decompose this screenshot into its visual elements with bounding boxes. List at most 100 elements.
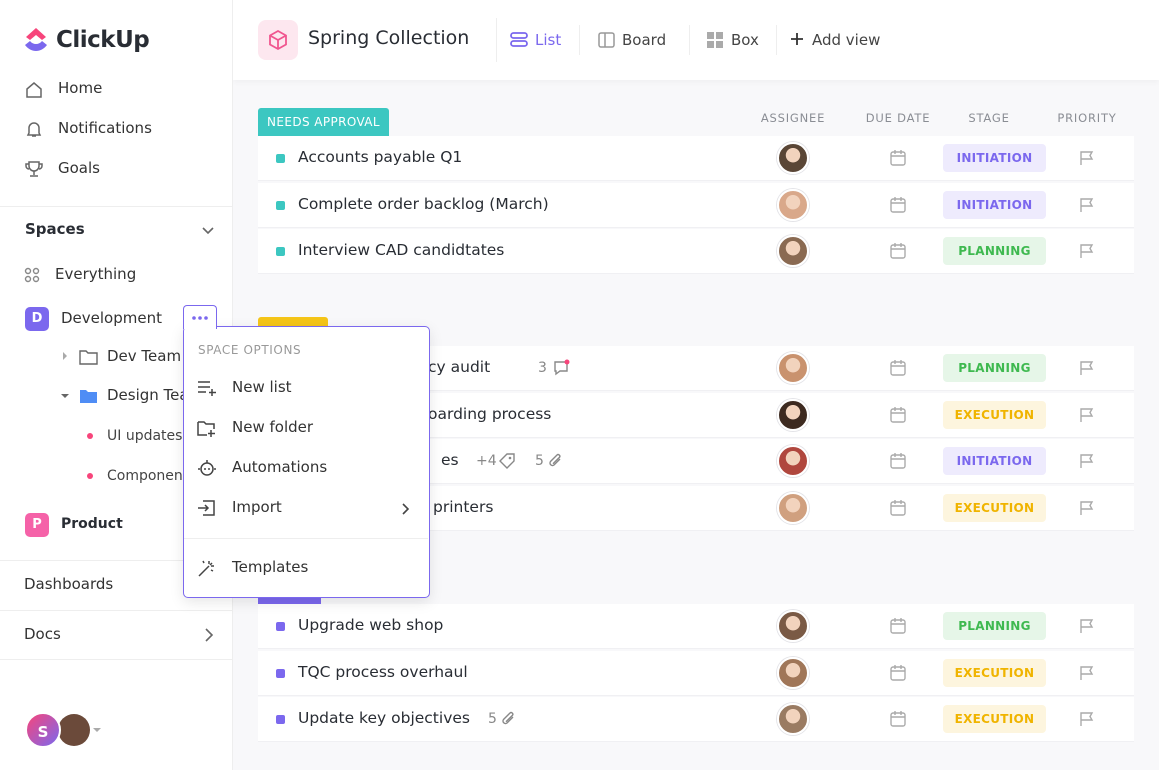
nav-item[interactable]: Dashboards: [24, 575, 114, 593]
nav-item[interactable]: Docs: [24, 625, 61, 643]
task-name: cy audit: [428, 358, 491, 376]
task-row[interactable]: Complete order backlog (March) INITIATION: [258, 182, 1134, 228]
list-item[interactable]: Components: [107, 468, 196, 484]
stage-badge[interactable]: PLANNING: [943, 354, 1046, 382]
icon: [889, 149, 907, 171]
stage-badge[interactable]: EXECUTION: [943, 705, 1046, 733]
folder-item[interactable]: Dev Team: [107, 347, 182, 365]
space-avatar: P: [25, 513, 49, 537]
icon: [552, 359, 570, 381]
icon: [889, 406, 907, 428]
list-item[interactable]: UI updates: [107, 428, 183, 444]
status-dot: [276, 200, 285, 210]
menu-item[interactable]: Automations: [232, 458, 328, 476]
icon: [889, 710, 907, 732]
task-name: TQC process overhaul: [298, 662, 468, 681]
icon: [889, 617, 907, 639]
icon: [889, 452, 907, 474]
space-item[interactable]: Development: [61, 309, 162, 327]
task-name: Complete order backlog (March): [298, 194, 549, 213]
assignee-avatar: [777, 188, 809, 221]
assignee-avatar: [777, 445, 809, 477]
task-name: Accounts payable Q1: [298, 148, 463, 166]
view-tab[interactable]: List: [535, 31, 562, 49]
space-item[interactable]: Product: [61, 516, 123, 532]
task-row[interactable]: Interview CAD candidtates PLANNING: [258, 229, 1134, 274]
icon: [501, 710, 517, 732]
stage-badge[interactable]: INITIATION: [943, 447, 1046, 475]
view-tab[interactable]: Board: [622, 31, 667, 49]
nav-item[interactable]: Goals: [58, 159, 100, 177]
status-dot: [276, 715, 285, 724]
stage-badge[interactable]: PLANNING: [943, 612, 1046, 640]
assignee-avatar: [777, 142, 809, 174]
icon: [889, 499, 907, 521]
more-button[interactable]: [183, 305, 217, 329]
assignee-avatar: [777, 398, 809, 431]
menu-item[interactable]: Templates: [232, 558, 309, 576]
icon: [1078, 359, 1096, 381]
assignee-avatar: [777, 610, 809, 642]
assignee-avatar: [777, 491, 809, 524]
icon: [889, 664, 907, 686]
column-header: PRIORITY: [1057, 111, 1117, 125]
menu-item[interactable]: New folder: [232, 418, 314, 436]
space-item[interactable]: Everything: [55, 265, 137, 283]
nav-item[interactable]: Notifications: [58, 119, 152, 137]
icon: [1078, 617, 1096, 639]
attachment-count: 5: [535, 453, 544, 469]
icon: [889, 359, 907, 381]
assignee-avatar: [777, 235, 809, 267]
icon: [1078, 196, 1096, 218]
task-row[interactable]: Update key objectives 5 EXECUTION: [258, 697, 1134, 742]
user-avatar[interactable]: S: [25, 712, 61, 748]
stage-badge[interactable]: EXECUTION: [943, 493, 1046, 522]
status-dot: [276, 668, 285, 678]
icon: [889, 242, 907, 264]
task-name: printers: [433, 497, 494, 516]
nav-item[interactable]: Home: [58, 79, 103, 97]
task-row[interactable]: Upgrade web shop PLANNING: [258, 604, 1134, 649]
space-icon: [258, 20, 298, 60]
icon: [1078, 710, 1096, 732]
menu-item[interactable]: Import: [232, 498, 282, 516]
attachment-count: 5: [488, 711, 497, 727]
task-row[interactable]: TQC process overhaul EXECUTION: [258, 650, 1134, 696]
stage-badge[interactable]: PLANNING: [943, 237, 1046, 265]
status-dot: [276, 247, 285, 256]
assignee-avatar: [777, 352, 809, 384]
stage-badge[interactable]: EXECUTION: [943, 400, 1046, 429]
icon: [1078, 664, 1096, 686]
task-name: Upgrade web shop: [298, 616, 444, 634]
status-dot: [276, 154, 285, 163]
task-name: es: [441, 451, 459, 469]
header: Spring Collection List Board Box Add vie…: [233, 0, 1159, 80]
assignee-avatar: [777, 703, 809, 735]
menu-heading: SPACE OPTIONS: [198, 343, 302, 357]
icon: [1078, 242, 1096, 264]
stage-badge[interactable]: EXECUTION: [943, 658, 1046, 687]
task-name: Update key objectives: [298, 709, 470, 727]
assignee-avatar: [777, 656, 809, 689]
stage-badge[interactable]: INITIATION: [943, 190, 1046, 219]
task-row[interactable]: Accounts payable Q1 INITIATION: [258, 136, 1134, 181]
group-label: NEEDS APPROVAL: [258, 108, 390, 136]
space-options-menu: SPACE OPTIONS New list New folder Automa…: [183, 326, 430, 598]
column-header: DUE DATE: [865, 111, 931, 125]
icon: [1078, 499, 1096, 521]
folder-item[interactable]: Design Team: [107, 386, 204, 404]
tag-count: +4: [476, 453, 497, 469]
icon: [548, 452, 564, 474]
stage-badge[interactable]: INITIATION: [943, 144, 1046, 172]
icon: [1078, 149, 1096, 171]
menu-item[interactable]: New list: [232, 378, 292, 396]
status-dot: [276, 622, 285, 631]
logo: ClickUp: [56, 27, 150, 53]
icon: [1078, 406, 1096, 428]
icon: [1078, 452, 1096, 474]
add-view[interactable]: Add view: [812, 31, 881, 49]
view-tab[interactable]: Box: [731, 31, 759, 49]
section-heading[interactable]: Spaces: [25, 220, 85, 238]
page-title: Spring Collection: [308, 27, 470, 49]
